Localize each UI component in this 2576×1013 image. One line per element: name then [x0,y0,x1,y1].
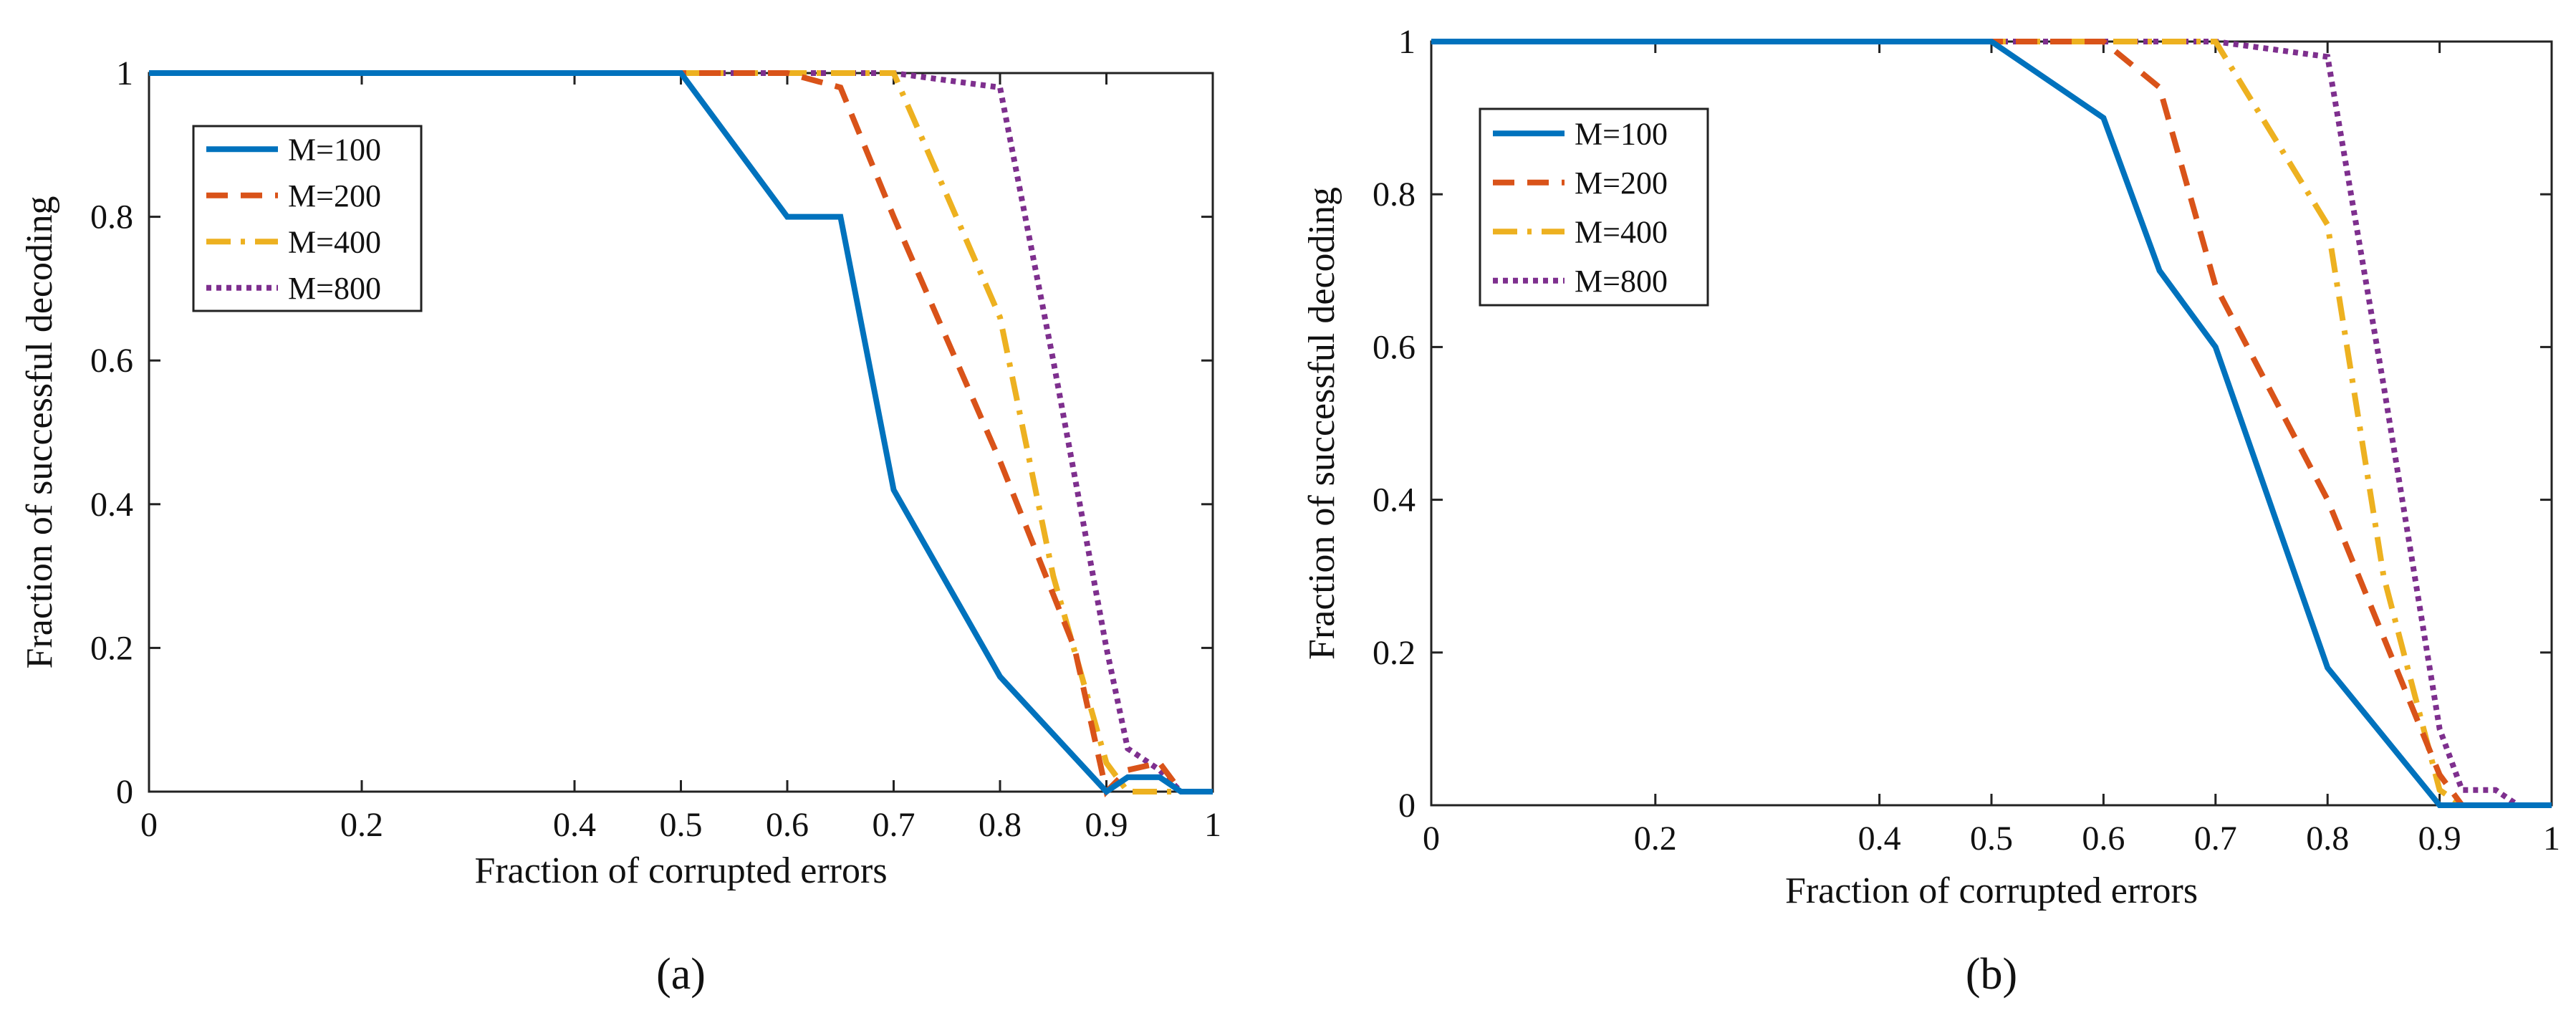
series-line-m-200 [149,70,1213,797]
panel-caption: (a) [656,950,706,999]
legend-label: M=100 [288,132,381,167]
y-tick-label: 0.6 [1373,328,1416,366]
legend-label: M=400 [1575,214,1668,249]
chart-panel-1: 0 0.2 0.4 0.5 0.6 0.7 0.8 0.9 1 0 0.2 0.4 0.6 0.8 1 Fra… [1302,23,2560,999]
x-axis-label: Fraction of corrupted errors [474,850,887,891]
x-tick-label: 0.8 [2306,820,2349,858]
legend-label: M=100 [1575,116,1668,151]
x-tick-label: 0.4 [1858,820,1901,858]
series-line-m-400 [149,70,1213,794]
x-tick-label: 1 [1204,806,1221,844]
x-tick-label: 0 [140,806,158,844]
y-tick-label: 0.8 [1373,176,1416,213]
x-tick-label: 1 [2543,820,2560,858]
x-tick-label: 0 [1423,820,1440,858]
x-tick-label: 0.6 [2082,820,2125,858]
x-tick-label: 0.5 [660,806,703,844]
y-tick-label: 0.2 [90,629,133,667]
y-axis-label: Fraction of successful decoding [1302,187,1342,660]
series-line-m-200 [1431,39,2552,808]
y-tick-label: 1 [1398,23,1416,61]
y-tick-label: 0.8 [90,198,133,236]
x-tick-label: 0.7 [873,806,915,844]
x-tick-label: 0.6 [766,806,809,844]
x-axis-label: Fraction of corrupted errors [1785,870,2198,911]
x-tick-label: 0.4 [553,806,596,844]
y-tick-label: 0 [1398,787,1416,825]
legend-box [1479,107,1709,307]
x-tick-label: 0.2 [1634,820,1677,858]
x-tick-label: 0.7 [2194,820,2237,858]
series-line-m-100 [149,70,1213,796]
legend-label: M=200 [288,178,381,213]
series-line-m-100 [1431,39,2552,808]
legend-label: M=800 [1575,264,1668,299]
legend-label: M=200 [1575,165,1668,201]
legend-label: M=400 [288,224,381,259]
y-tick-label: 1 [116,54,133,92]
x-tick-label: 0.9 [2418,820,2461,858]
chart-panel-0: 0 0.2 0.4 0.5 0.6 0.7 0.8 0.9 1 0 0.2 0.4 0.6 0.8 1 Fra… [19,54,1221,999]
x-tick-label: 0.8 [979,806,1022,844]
x-tick-label: 0.2 [340,806,383,844]
y-tick-label: 0.4 [1373,481,1416,519]
x-tick-label: 0.5 [1970,820,2013,858]
legend-label: M=800 [288,271,381,306]
y-axis-label: Fraction of successful decoding [19,196,60,669]
x-tick-label: 0.9 [1085,806,1128,844]
legend-box [192,125,423,312]
y-tick-label: 0 [116,773,133,811]
panel-caption: (b) [1966,950,2017,999]
y-tick-label: 0.2 [1373,634,1416,672]
y-tick-label: 0.6 [90,342,133,380]
y-tick-label: 0.4 [90,486,133,524]
